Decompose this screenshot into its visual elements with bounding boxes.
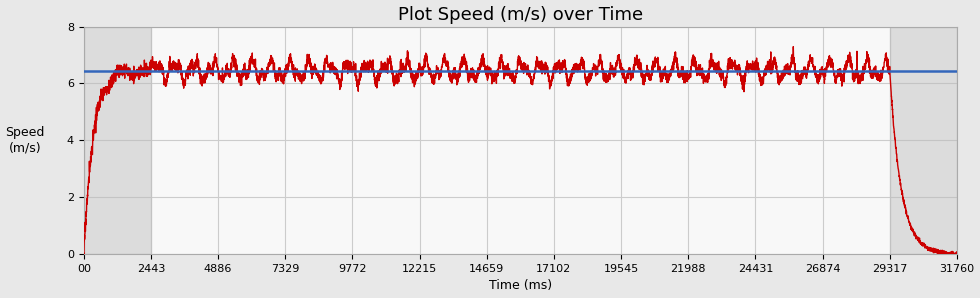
Bar bbox=[83, 27, 151, 254]
X-axis label: Time (ms): Time (ms) bbox=[489, 280, 552, 292]
Title: Plot Speed (m/s) over Time: Plot Speed (m/s) over Time bbox=[398, 6, 643, 24]
Bar bbox=[890, 27, 956, 254]
Y-axis label: Speed
(m/s): Speed (m/s) bbox=[6, 126, 45, 154]
